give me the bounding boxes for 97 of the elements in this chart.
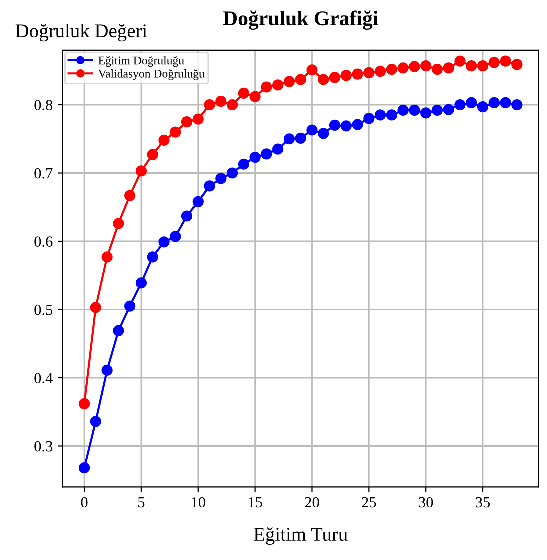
point: [147, 252, 158, 263]
point: [226, 168, 238, 179]
point: [261, 148, 272, 160]
point: [398, 62, 409, 74]
point: [374, 110, 386, 121]
y-tick-label: 0.6: [34, 236, 53, 248]
point: [443, 104, 454, 116]
point: [443, 62, 454, 74]
point: [147, 149, 158, 160]
point: [352, 68, 364, 80]
y-tick-label: 0.5: [34, 304, 53, 316]
point: [420, 60, 432, 72]
point: [340, 120, 352, 132]
point: [102, 252, 113, 263]
point: [284, 134, 296, 145]
x-tick-label: 30: [419, 497, 434, 508]
point: [329, 120, 341, 132]
x-tick-label: 15: [249, 497, 262, 508]
point: [284, 76, 296, 88]
point: [386, 110, 398, 121]
point: [238, 88, 250, 99]
point: [136, 278, 148, 289]
point: [204, 180, 216, 192]
point: [181, 210, 193, 222]
x-tick-label: 35: [476, 497, 490, 508]
point: [192, 114, 204, 125]
chart-title: Doğruluk Grafiği: [223, 10, 378, 30]
point: [318, 74, 330, 86]
point: [238, 158, 250, 170]
point: [272, 80, 284, 91]
point: [113, 218, 124, 230]
x-tick-label: 0: [81, 497, 88, 508]
point: [512, 99, 523, 111]
point: [124, 300, 136, 312]
point: [466, 60, 478, 72]
point: [340, 70, 352, 82]
point: [364, 113, 375, 124]
point: [318, 128, 330, 140]
point: [170, 231, 182, 242]
point: [90, 416, 102, 428]
point: [409, 61, 420, 72]
point: [158, 134, 170, 146]
point: [364, 67, 375, 78]
x-tick-label: 25: [362, 497, 376, 508]
point: [454, 56, 466, 67]
point: [512, 59, 523, 70]
point: [78, 398, 90, 410]
point: [306, 124, 318, 136]
point: [113, 325, 124, 336]
y-tick-label: 0.7: [34, 168, 53, 179]
point: [102, 364, 113, 376]
point: [477, 60, 489, 72]
point: [432, 104, 444, 116]
y-tick-label: 0.4: [34, 373, 53, 384]
point: [500, 56, 512, 67]
point: [78, 462, 90, 474]
point: [500, 97, 512, 109]
point: [204, 99, 216, 111]
point: [432, 64, 444, 76]
point: [158, 236, 170, 248]
point: [420, 108, 432, 119]
point: [216, 173, 227, 184]
point: [488, 57, 500, 68]
point: [329, 72, 341, 84]
x-tick-label: 10: [192, 497, 206, 508]
point: [374, 66, 386, 78]
point: [226, 99, 238, 111]
point: [192, 196, 204, 208]
point: [90, 302, 102, 314]
point: [477, 101, 489, 113]
y-tick-label: 0.8: [34, 100, 53, 111]
point: [466, 97, 478, 109]
y-tick-label: 0.3: [34, 441, 53, 452]
point: [216, 96, 227, 108]
point: [250, 91, 261, 102]
point: [409, 104, 420, 116]
point: [136, 166, 148, 177]
point: [306, 64, 318, 76]
x-axis-title: Eğitim Turu: [254, 528, 348, 546]
point: [124, 190, 136, 202]
y-axis-title: Doğruluk Değeri: [16, 24, 148, 42]
point: [352, 119, 364, 130]
point: [295, 74, 306, 86]
point: [295, 132, 306, 144]
point: [250, 152, 261, 164]
point: [272, 144, 284, 155]
point: [386, 64, 398, 76]
point: [170, 126, 182, 138]
x-tick-label: 5: [138, 498, 145, 508]
legend-label: Eğitim Doğruluğu: [98, 56, 184, 68]
point: [454, 99, 466, 111]
point: [261, 82, 272, 93]
point: [398, 104, 409, 116]
point: [181, 116, 193, 128]
x-tick-label: 20: [305, 497, 320, 508]
point: [488, 97, 500, 109]
legend-label: Validasyon Doğruluğu: [98, 70, 205, 80]
